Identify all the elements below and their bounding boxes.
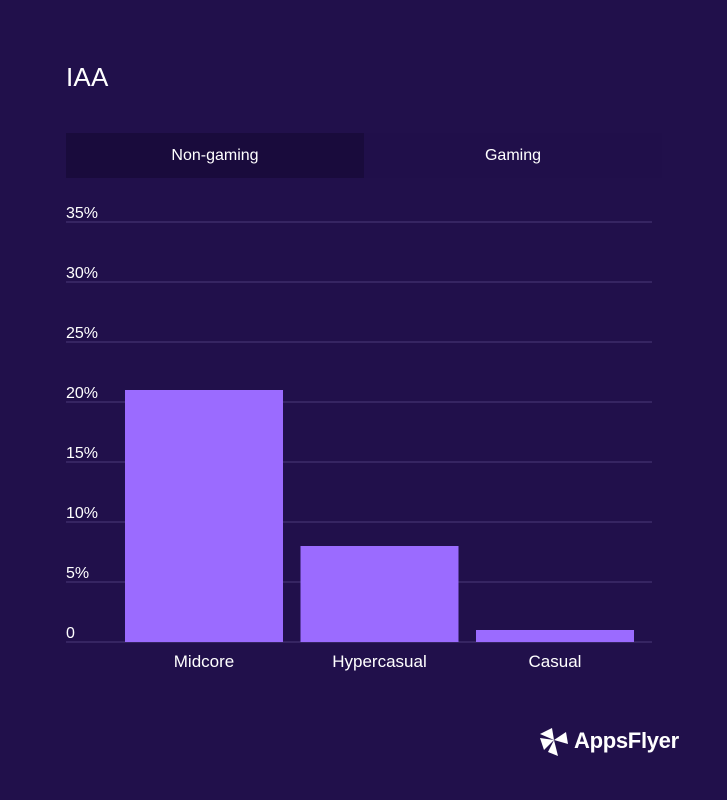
y-tick-label: 0 [66,625,75,642]
bars [125,390,634,642]
x-category-label: Midcore [174,652,234,671]
y-tick-label: 35% [66,205,98,222]
x-axis-labels: Midcore Hypercasual Casual [174,652,582,671]
y-axis-ticks: 0 5% 10% 15% 20% 25% 30% 35% [66,205,98,642]
tab-bar: Non-gaming Gaming [66,133,662,178]
chart-title: IAA [66,62,109,92]
bar-hypercasual [300,546,459,642]
appsflyer-logo: AppsFlyer [538,724,679,758]
bar-midcore [125,390,283,642]
y-tick-label: 10% [66,505,98,522]
y-tick-label: 25% [66,325,98,342]
appsflyer-logo-icon [540,728,568,756]
bar-casual [476,630,634,642]
tab-non-gaming[interactable]: Non-gaming [66,133,364,178]
y-tick-label: 30% [66,265,98,282]
brand-name: AppsFlyer [574,728,679,753]
y-tick-label: 20% [66,385,98,402]
x-category-label: Casual [529,652,582,671]
y-tick-label: 5% [66,565,89,582]
y-tick-label: 15% [66,445,98,462]
bar-chart: 0 5% 10% 15% 20% 25% 30% 35% Midcore Hypercasual… [66,205,652,671]
tab-gaming[interactable]: Gaming [364,133,662,178]
x-category-label: Hypercasual [332,652,427,671]
